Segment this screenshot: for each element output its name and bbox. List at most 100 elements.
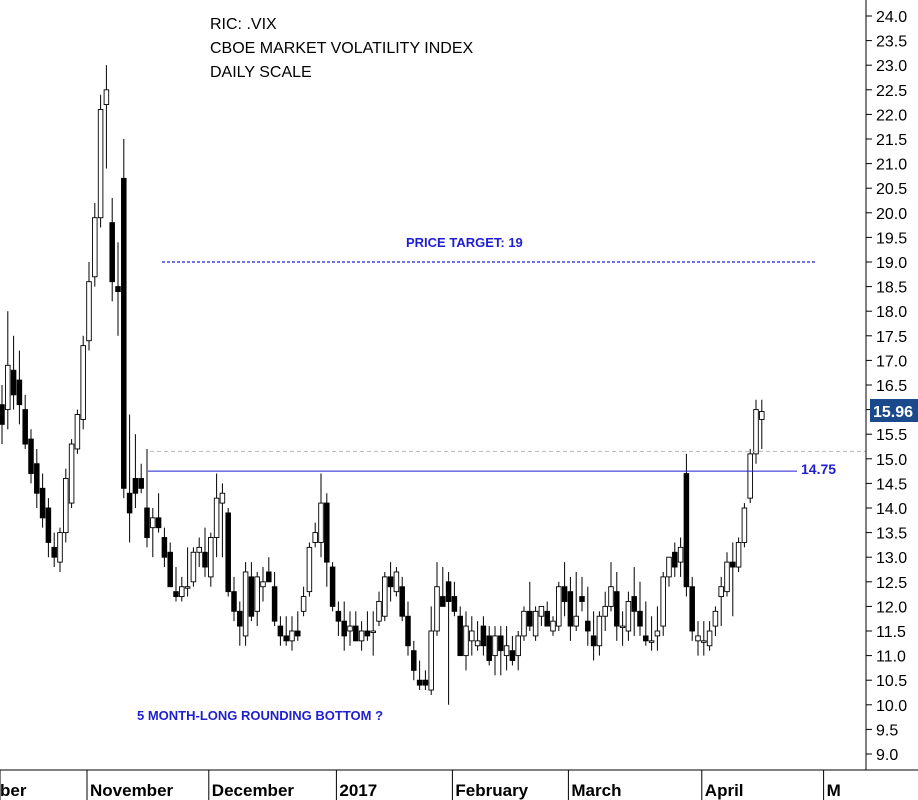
candle-body-down	[39, 487, 46, 519]
candle-body-up	[515, 635, 521, 657]
x-tick-label: 2017	[339, 781, 377, 800]
y-tick-label: 19.0	[876, 255, 907, 272]
candle-body-up	[648, 640, 655, 643]
candle-body-up	[718, 586, 724, 598]
y-axis-ticks: 24.0 23.5 23.0 22.5 22.0 21.5 21.0 20.5 20.0 19.5…	[866, 9, 907, 764]
candle-body-up	[5, 364, 11, 411]
candle-body-down	[579, 596, 585, 602]
candle-body-down	[672, 551, 678, 568]
candle-body-up	[759, 411, 765, 420]
x-tick-label: November	[90, 781, 174, 800]
candle-body-up	[532, 610, 539, 637]
y-tick-label: 24.0	[876, 9, 907, 26]
y-tick-label: 18.0	[876, 304, 907, 321]
last-price-label: 15.96	[873, 404, 913, 421]
candle-body-up	[625, 601, 632, 632]
y-tick-label: 12.0	[876, 599, 907, 616]
candle-body-up	[57, 532, 63, 563]
candle-body-down	[590, 635, 597, 647]
candle-body-down	[527, 610, 533, 627]
candle-body-up	[538, 605, 545, 617]
candle-body-up	[376, 601, 382, 622]
candle-body-up	[747, 453, 753, 499]
candle-body-down	[341, 620, 347, 637]
candle-body-up	[370, 630, 376, 633]
candle-body-down	[387, 576, 394, 588]
last-price-box	[870, 399, 918, 422]
candle-body-down	[324, 502, 330, 563]
y-tick-label: 20.0	[876, 206, 907, 223]
candle-body-down	[561, 586, 568, 602]
candle-body-up	[92, 217, 98, 278]
candle-body-down	[271, 586, 278, 622]
y-tick-label: 15.5	[876, 427, 907, 444]
candle-body-up	[63, 478, 69, 534]
candle-body-up	[735, 541, 742, 568]
candle-body-down	[167, 551, 173, 588]
y-tick-label: 21.0	[876, 157, 907, 174]
candle-body-down	[121, 177, 127, 489]
x-tick-label: March	[571, 781, 621, 800]
candle-body-down	[202, 551, 208, 568]
title-line-3: DAILY SCALE	[210, 64, 312, 81]
candlestick-series	[0, 65, 765, 705]
x-tick-label: ber	[0, 781, 27, 800]
candle-body-down	[237, 610, 243, 627]
y-tick-label: 23.5	[876, 34, 907, 51]
candle-body-down	[51, 546, 57, 558]
candle-body-down	[457, 615, 463, 657]
candle-body-up	[469, 630, 475, 642]
y-tick-label: 14.0	[876, 501, 907, 518]
y-tick-label: 17.5	[876, 329, 907, 346]
candle-body-down	[689, 586, 695, 632]
candle-body-down	[422, 679, 429, 686]
candle-body-down	[486, 635, 492, 661]
candle-body-up	[556, 586, 562, 627]
candle-body-up	[190, 551, 197, 583]
candle-body-down	[509, 650, 516, 661]
candle-body-down	[34, 463, 40, 494]
candle-body-up	[474, 640, 481, 647]
candle-body-down	[364, 630, 371, 637]
candle-body-up	[701, 640, 707, 643]
candle-body-up	[68, 443, 75, 504]
y-tick-label: 22.5	[876, 83, 907, 100]
y-tick-label: 20.5	[876, 181, 907, 198]
candle-body-down	[567, 591, 574, 627]
candle-body-down	[266, 571, 272, 583]
y-tick-label: 9.5	[876, 722, 898, 739]
candle-body-down	[480, 625, 487, 647]
candle-body-up	[347, 625, 353, 632]
candle-body-up	[219, 492, 226, 504]
x-tick-label: M	[827, 781, 841, 800]
candle-body-down	[643, 635, 649, 642]
y-tick-label: 13.0	[876, 550, 907, 567]
candle-body-up	[602, 605, 608, 617]
candle-body-up	[179, 586, 185, 598]
candle-body-up	[184, 586, 191, 589]
candle-body-up	[74, 414, 81, 450]
y-tick-label: 14.5	[876, 476, 907, 493]
candle-body-up	[503, 645, 510, 657]
candle-body-up	[196, 546, 202, 553]
candle-body-up	[260, 581, 266, 588]
candle-body-up	[712, 610, 719, 627]
candle-body-up	[289, 630, 295, 642]
candle-body-down	[231, 591, 237, 612]
candle-body-up	[608, 586, 614, 607]
candle-body-down	[126, 492, 133, 514]
title-line-1: RIC: .VIX	[210, 16, 277, 33]
candle-body-up	[660, 576, 666, 627]
candle-body-up	[741, 507, 748, 543]
candle-body-up	[654, 630, 661, 637]
candle-body-down	[10, 369, 17, 396]
candle-body-up	[695, 635, 701, 642]
candle-body-down	[614, 591, 620, 627]
candle-body-down	[115, 286, 121, 292]
candle-body-down	[585, 620, 591, 632]
candle-body-up	[666, 556, 672, 578]
candle-body-up	[318, 502, 324, 543]
x-tick-label: February	[455, 781, 528, 800]
candle-body-up	[550, 620, 556, 632]
candle-body-down	[225, 512, 231, 593]
